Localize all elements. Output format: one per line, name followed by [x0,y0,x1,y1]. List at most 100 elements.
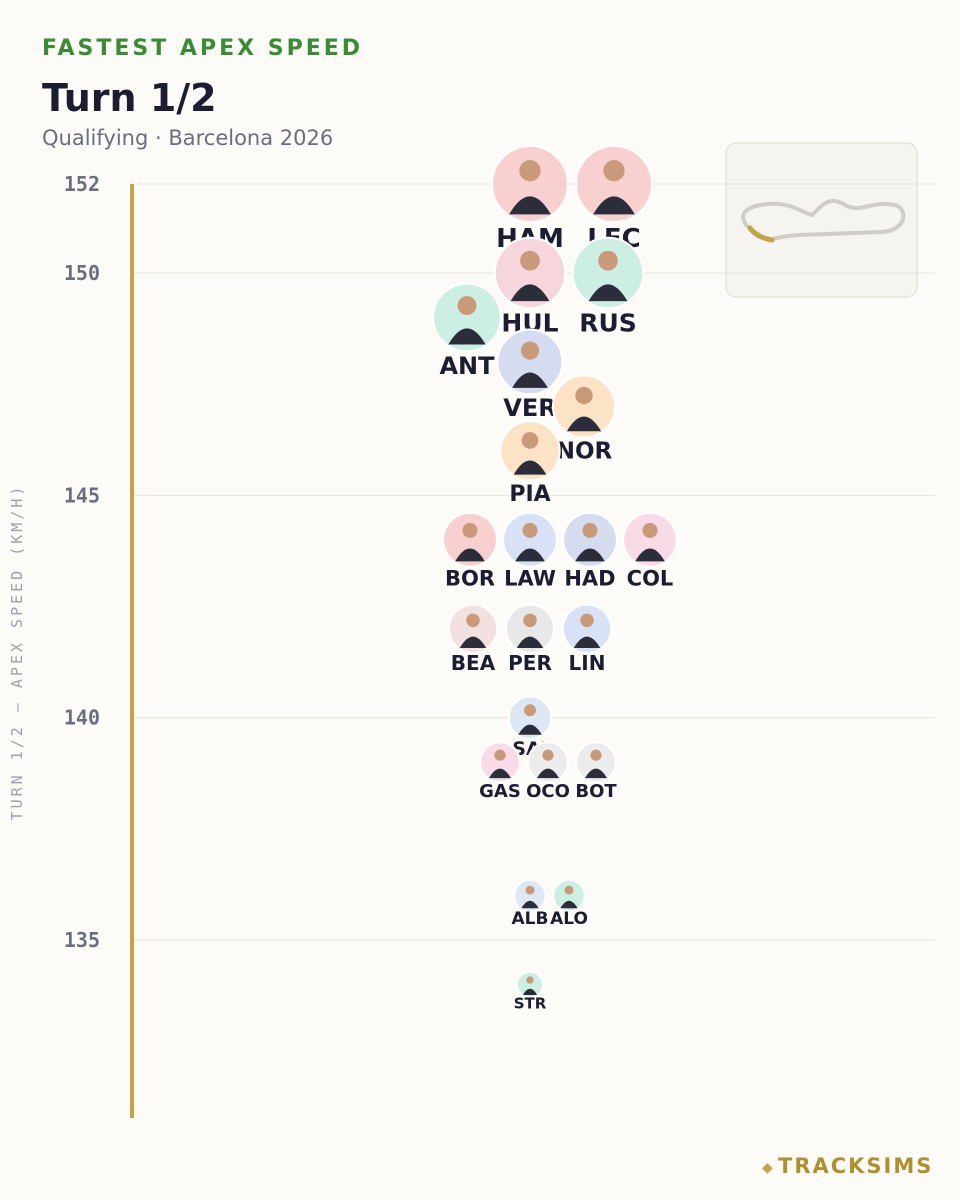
driver-avatar [513,878,547,913]
avatar-body [522,988,538,995]
driver-label: LIN [569,651,606,675]
y-tick-label: 140 [64,706,100,730]
avatar-head [524,704,536,717]
driver-avatar [479,741,521,784]
avatar-body [588,284,628,302]
avatar-head [598,250,618,271]
driver: ANT [432,282,502,380]
avatar-head [526,976,534,984]
driver-avatar [552,878,586,913]
avatar-body [512,372,548,388]
avatar-body [575,548,605,562]
driver: BOR [442,511,498,590]
track-box [725,142,918,298]
driver-label: RUS [579,309,637,338]
avatar-head [466,613,480,628]
driver-avatar [496,328,564,396]
avatar-head [542,749,554,761]
driver: LIN [561,603,613,675]
driver-avatar [491,145,569,223]
driver-avatar [622,511,678,568]
brand-mark: ◆ [762,1160,773,1176]
avatar-body [560,900,578,909]
driver-label: BEA [451,651,496,675]
avatar-head [462,522,478,538]
avatar-head [521,432,539,449]
avatar-head [525,885,535,895]
avatar-head [582,522,598,538]
avatar-head [590,749,602,761]
avatar-body [537,768,559,779]
driver-label: BOR [445,566,495,590]
avatar-body [455,548,485,562]
driver: STR [514,970,547,1013]
driver-label: LAW [504,566,556,590]
driver-label: OCO [526,781,570,802]
kicker: FASTEST APEX SPEED [42,36,363,61]
driver-label: PER [508,651,552,675]
driver-label: BOT [575,781,617,802]
avatar-head [523,613,537,628]
y-tick-label: 152 [64,172,100,196]
driver-label: PIA [509,482,550,507]
avatar-head [494,749,506,761]
driver-avatar [575,741,617,784]
driver: OCO [526,741,570,802]
driver: VER [496,328,564,422]
avatar-body [566,416,602,432]
avatar-body [521,900,539,909]
avatar-body [518,724,542,735]
driver-label: VER [503,394,556,422]
avatar-head [580,613,594,628]
driver: HAM [491,145,569,254]
avatar-body [573,636,601,649]
track-map [725,142,918,298]
driver-avatar [571,236,645,310]
driver-avatar [447,603,499,654]
avatar-body [509,196,551,215]
avatar-body [513,460,547,475]
avatar-body [448,328,486,345]
driver-label: COL [627,566,674,590]
driver-label: ALB [512,909,549,929]
driver: RUS [571,236,645,338]
avatar-body [459,636,487,649]
driver: BEA [447,603,499,675]
driver: ALB [512,878,549,929]
avatar-head [519,160,541,182]
driver-avatar [432,282,502,353]
driver-avatar [493,236,567,310]
driver-avatar [516,970,544,999]
avatar-body [635,548,665,562]
driver-avatar [562,511,618,568]
driver-label: GAS [479,781,521,802]
driver: HUL [493,236,567,338]
driver-avatar [507,695,553,741]
track-sector [747,225,775,243]
driver: PER [504,603,556,675]
driver-avatar [504,603,556,654]
track-outline [741,198,906,242]
driver-avatar [499,420,561,482]
driver: BOT [575,741,617,802]
avatar-body [515,548,545,562]
avatar-head [520,341,540,360]
driver-label: ALO [550,909,588,929]
driver: LAW [502,511,558,590]
avatar-head [522,522,538,538]
subtitle: Qualifying · Barcelona 2026 [42,126,333,150]
driver-label: HAD [564,566,615,590]
brand: TRACKSIMS [778,1154,933,1178]
driver: ALO [550,878,588,929]
avatar-body [516,636,544,649]
driver: LEC [575,145,653,254]
avatar-body [593,196,635,215]
driver-avatar [442,511,498,568]
avatar-body [510,284,550,302]
y-axis-label: TURN 1/2 — APEX SPEED (KM/H) [8,484,26,821]
driver: COL [622,511,678,590]
driver-label: NOR [556,439,613,465]
avatar-head [642,522,658,538]
